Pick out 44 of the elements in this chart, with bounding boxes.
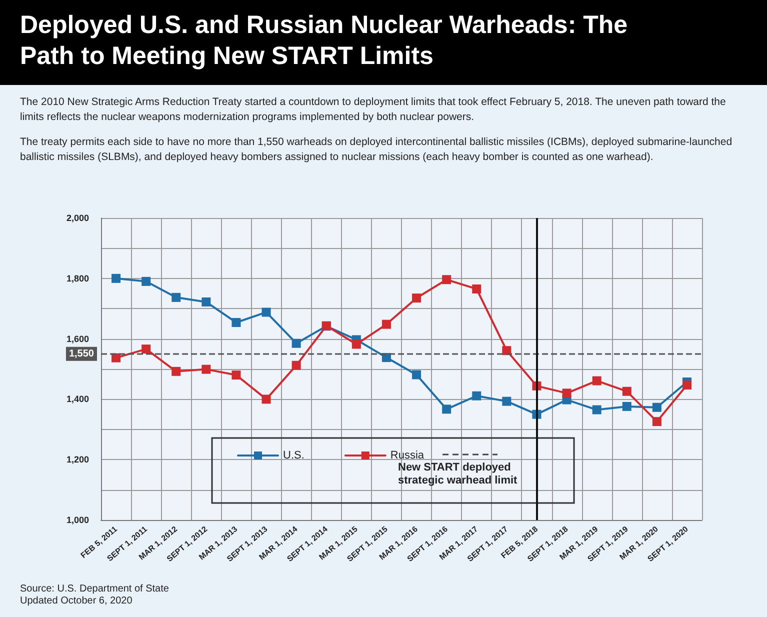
point [232,370,241,380]
point [352,340,361,349]
legend-label: Russia [390,450,425,462]
point [442,404,452,414]
legend-label: U.S. [283,450,304,462]
point [262,394,271,404]
point [562,388,572,398]
point [412,294,422,303]
point [232,318,241,327]
point [622,386,632,396]
point [292,338,301,348]
point [622,402,632,411]
point [292,360,301,370]
point [472,284,482,294]
source-note: Source: U.S. Department of State [20,584,170,594]
point [652,402,662,412]
point [502,396,512,406]
text: The 2010 New Strategic Arms Reduction Treaty started a countdown to deployment limits that took effect February 5, 2018. The uneven path toward the limits reflects the nuclear weapons modernization programs implemented by both nuclear powers. The treaty permits each side to have no more than 1,550 warheads on deployed intercontinental ballistic missiles (ICBMs), deployed submarine-launched ballistic missiles (SLBMs), and deployed heavy bombers assigned to nuclear missions (each heavy bomber is counted as one warhead). [20,96,732,163]
y-tick-label: 2,000 [66,213,89,223]
point [262,308,271,317]
ref-line-label: 1,550 [68,348,94,360]
point [172,366,181,376]
text: Updated October 6, 2020 [20,596,133,606]
point [382,320,391,329]
point [682,380,692,390]
point [202,364,211,374]
y-tick-label: 1,800 [66,273,89,284]
point [142,344,151,354]
point [592,405,602,414]
point [202,297,211,306]
point [172,292,181,302]
point [142,276,151,286]
y-tick-label: 1,200 [66,454,89,465]
y-tick-label: 1,600 [66,334,89,344]
point [112,274,121,283]
y-tick-label: 1,000 [66,515,89,525]
chart-title: Deployed U.S. and Russian Nuclear Warheads: The Path to Meeting New START Limits [0,0,767,85]
point [442,275,452,284]
point [412,370,422,380]
point [592,376,602,386]
point [472,391,482,400]
y-tick-label: 1,400 [66,394,89,404]
point [652,417,662,426]
annotation: New START deployed strategic warhead limit [398,462,518,486]
